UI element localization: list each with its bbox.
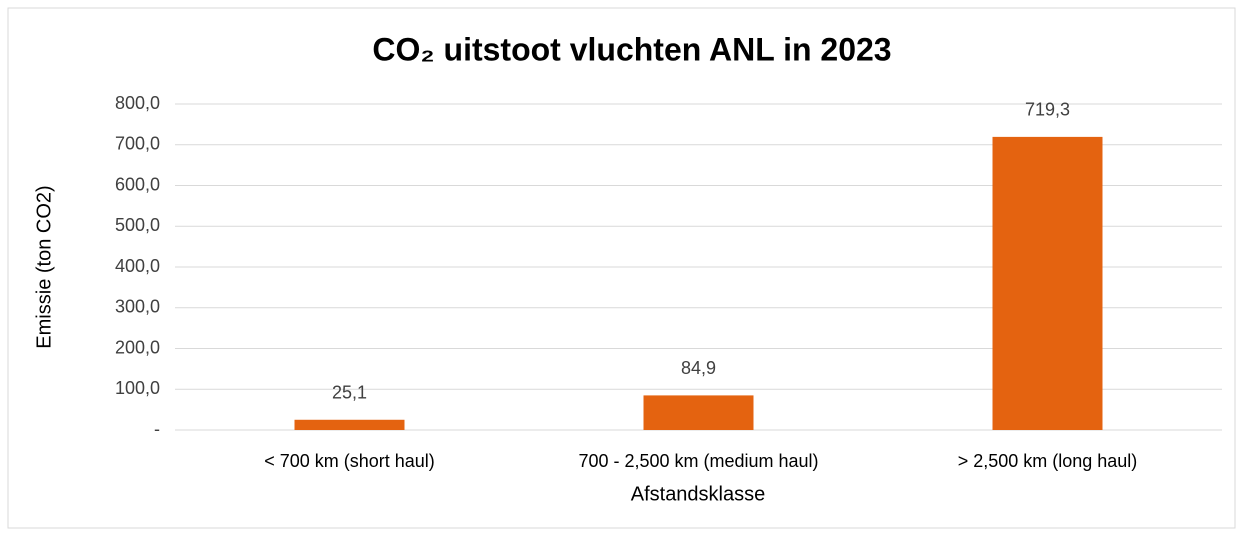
y-tick-label: 800,0: [115, 93, 160, 113]
y-tick-label: 600,0: [115, 174, 160, 194]
y-tick-label: 500,0: [115, 215, 160, 235]
x-axis-label: Afstandsklasse: [631, 483, 766, 505]
y-tick-label: 100,0: [115, 378, 160, 398]
bar: [643, 395, 754, 430]
y-tick-label: 300,0: [115, 297, 160, 317]
y-tick-label: 400,0: [115, 256, 160, 276]
data-label: 84,9: [681, 358, 716, 378]
y-axis-label: Emissie (ton CO2): [33, 185, 55, 348]
data-label: 719,3: [1025, 100, 1070, 120]
x-tick-label: 700 - 2,500 km (medium haul): [578, 451, 818, 471]
data-label: 25,1: [332, 383, 367, 403]
chart-title: CO₂ uitstoot vluchten ANL in 2023: [372, 31, 891, 67]
bar: [992, 136, 1103, 430]
x-tick-label: < 700 km (short haul): [264, 451, 435, 471]
y-tick-label: 200,0: [115, 337, 160, 357]
bar: [294, 419, 405, 430]
y-tick-label: -: [154, 419, 160, 439]
x-tick-label: > 2,500 km (long haul): [958, 451, 1138, 471]
y-tick-label: 700,0: [115, 134, 160, 154]
